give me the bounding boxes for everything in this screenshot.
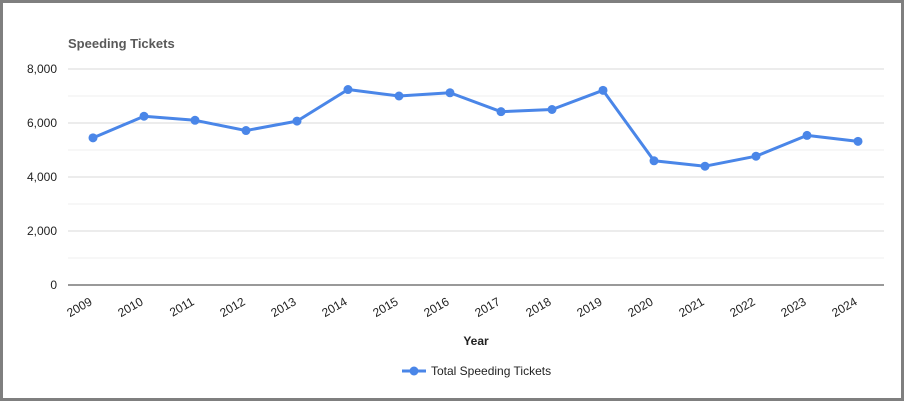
data-point-2024[interactable] bbox=[853, 136, 863, 146]
series-points bbox=[88, 85, 863, 171]
x-tick-label: 2017 bbox=[472, 294, 502, 320]
legend-label: Total Speeding Tickets bbox=[431, 364, 551, 378]
y-tick-label: 0 bbox=[50, 278, 57, 292]
legend-marker bbox=[409, 366, 419, 376]
x-axis-label: Year bbox=[463, 334, 489, 348]
data-point-2019[interactable] bbox=[598, 85, 608, 95]
series-line-total-speeding-tickets bbox=[92, 88, 859, 168]
y-tick-label: 2,000 bbox=[27, 224, 57, 238]
x-tick-label: 2009 bbox=[64, 294, 94, 320]
x-tick-label: 2012 bbox=[217, 294, 247, 320]
x-tick-label: 2018 bbox=[523, 294, 553, 320]
y-tick-label: 4,000 bbox=[27, 170, 57, 184]
data-point-2012[interactable] bbox=[241, 126, 251, 136]
x-tick-label: 2021 bbox=[676, 294, 706, 320]
data-point-2023[interactable] bbox=[802, 130, 812, 140]
x-axis-ticks: 2009 2010 2011 2012 2013 2014 2015 2016 2017 2018… bbox=[64, 294, 859, 320]
chart-title: Speeding Tickets bbox=[68, 36, 175, 51]
x-tick-label: 2014 bbox=[319, 294, 349, 320]
data-point-2021[interactable] bbox=[700, 161, 710, 171]
x-tick-label: 2022 bbox=[727, 294, 757, 320]
data-point-2022[interactable] bbox=[751, 151, 761, 161]
legend[interactable]: Total Speeding Tickets bbox=[402, 364, 551, 378]
x-tick-label: 2011 bbox=[167, 294, 197, 319]
x-tick-label: 2015 bbox=[370, 294, 400, 320]
x-tick-label: 2010 bbox=[115, 294, 145, 320]
data-point-2020[interactable] bbox=[649, 156, 659, 166]
y-tick-label: 6,000 bbox=[27, 116, 57, 130]
y-tick-label: 8,000 bbox=[27, 62, 57, 76]
data-point-2010[interactable] bbox=[139, 111, 149, 121]
data-point-2017[interactable] bbox=[496, 107, 506, 117]
data-point-2015[interactable] bbox=[394, 91, 404, 101]
x-tick-label: 2013 bbox=[268, 294, 298, 320]
y-axis-ticks: 0 2,000 4,000 6,000 8,000 bbox=[27, 62, 57, 292]
data-point-2014[interactable] bbox=[343, 85, 353, 95]
data-point-2016[interactable] bbox=[445, 88, 455, 98]
x-tick-label: 2019 bbox=[574, 294, 604, 320]
data-point-2018[interactable] bbox=[547, 105, 557, 114]
x-tick-label: 2023 bbox=[778, 294, 808, 320]
grid-lines bbox=[68, 68, 884, 259]
data-point-2009[interactable] bbox=[88, 133, 98, 143]
data-point-2013[interactable] bbox=[292, 116, 302, 126]
x-tick-label: 2020 bbox=[625, 294, 655, 320]
x-tick-label: 2016 bbox=[421, 294, 451, 320]
x-tick-label: 2024 bbox=[829, 294, 859, 320]
data-point-2011[interactable] bbox=[190, 115, 200, 125]
